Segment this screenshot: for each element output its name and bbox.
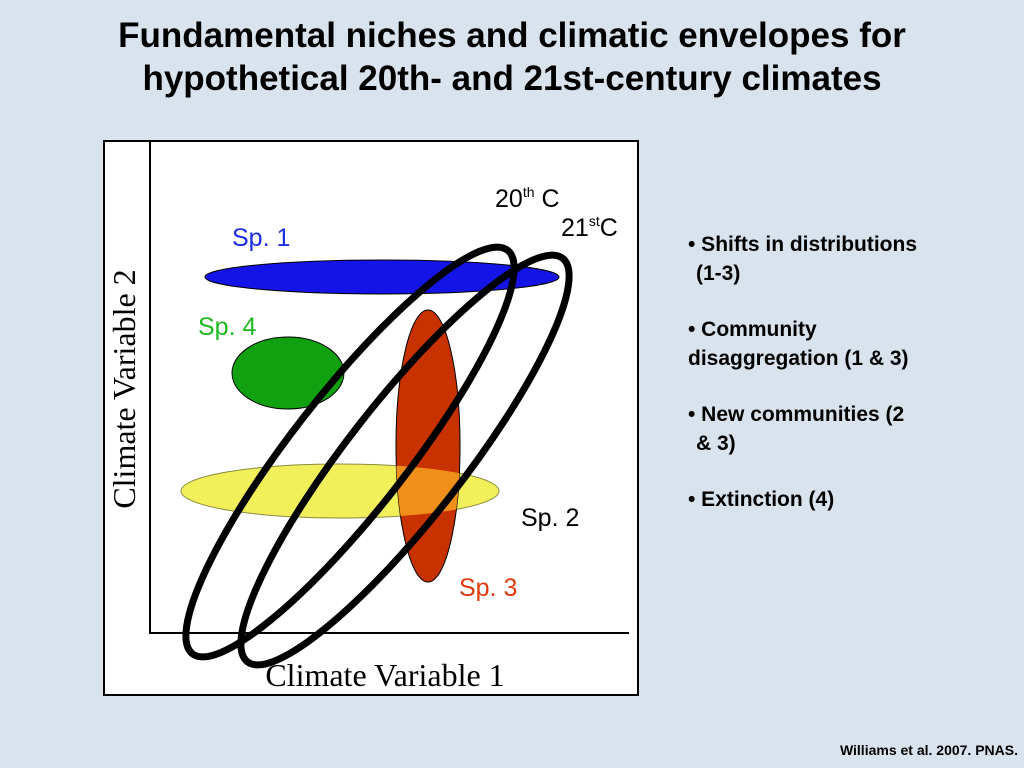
- envelope-21st-century: [237, 251, 573, 669]
- bullet-item: • Extinction (4): [688, 485, 988, 514]
- bullet-item: • Shifts in distributions (1-3): [688, 230, 988, 288]
- label-sp1: Sp. 1: [232, 224, 290, 252]
- bullet-text-continued: & 3): [696, 432, 736, 455]
- bullet-text-continued: disaggregation (1 & 3): [688, 347, 909, 370]
- label-21st-century: 21stC: [561, 213, 618, 242]
- label-sp4: Sp. 4: [198, 313, 256, 341]
- bullet-item: • New communities (2 & 3): [688, 400, 988, 458]
- bullet-text: • Extinction (4): [688, 488, 835, 511]
- bullet-text: • Shifts in distributions: [688, 233, 918, 256]
- citation: Williams et al. 2007. PNAS.: [839, 742, 1018, 758]
- bullet-item: • Community disaggregation (1 & 3): [688, 315, 988, 373]
- bullet-list: • Shifts in distributions (1-3) • Commun…: [688, 230, 988, 541]
- slide-title: Fundamental niches and climatic envelope…: [0, 14, 1024, 100]
- sp1-niche: [204, 259, 560, 295]
- bullet-text: • New communities (2: [688, 403, 905, 426]
- label-20th-century: 20th C: [495, 184, 560, 213]
- slide-title-line-2: hypothetical 20th- and 21st-century clim…: [142, 59, 882, 98]
- bullet-text-continued: (1-3): [696, 262, 741, 285]
- x-axis-label: Climate Variable 1: [265, 657, 504, 693]
- sp4-niche: [231, 336, 345, 410]
- y-axis-label: Climate Variable 2: [106, 269, 142, 508]
- label-sp3: Sp. 3: [459, 574, 517, 602]
- envelope-20th-century: [182, 243, 518, 661]
- niche-diagram: 20th C 21stC Sp. 1 Sp. 4 Sp. 2 Sp. 3 Cli…: [103, 140, 639, 696]
- bullet-text: • Community: [688, 318, 817, 341]
- niche-diagram-svg: 20th C 21stC Sp. 1 Sp. 4 Sp. 2 Sp. 3 Cli…: [106, 142, 629, 693]
- slide-title-line-1: Fundamental niches and climatic envelope…: [118, 16, 906, 55]
- label-sp2: Sp. 2: [521, 504, 579, 532]
